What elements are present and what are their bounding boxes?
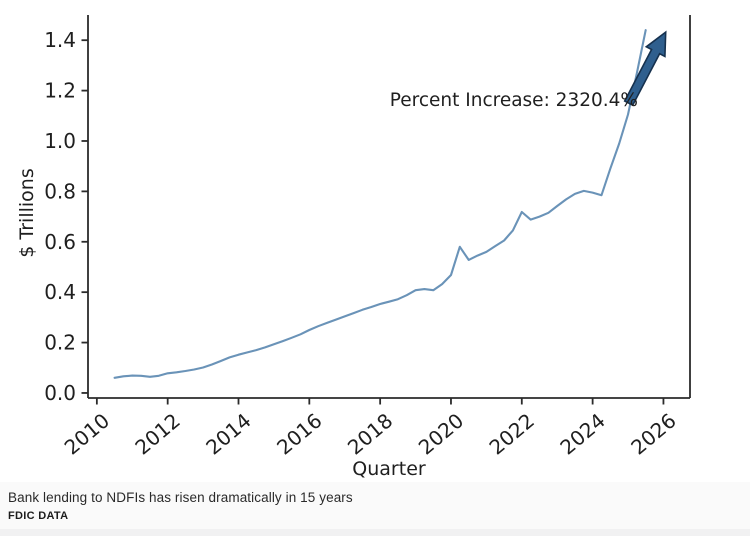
svg-text:2024: 2024 [555, 408, 609, 459]
y-axis-label: $ Trillions [16, 168, 38, 257]
svg-text:2010: 2010 [60, 408, 114, 459]
svg-text:0.2: 0.2 [44, 331, 76, 355]
svg-text:2016: 2016 [272, 408, 326, 459]
svg-text:2014: 2014 [201, 408, 255, 459]
chart-caption: Bank lending to NDFIs has risen dramatic… [8, 490, 353, 505]
svg-text:2026: 2026 [626, 408, 680, 459]
svg-text:0.0: 0.0 [44, 381, 76, 405]
svg-text:0.4: 0.4 [44, 280, 76, 304]
svg-text:1.0: 1.0 [44, 129, 76, 153]
trend-arrow-icon [623, 30, 667, 107]
svg-text:2018: 2018 [343, 408, 397, 459]
tick-marks [81, 39, 665, 405]
chart-source: FDIC DATA [8, 510, 69, 522]
svg-text:2022: 2022 [485, 408, 539, 459]
svg-text:2012: 2012 [130, 408, 184, 459]
page-bottom-strip [0, 529, 750, 536]
svg-text:0.6: 0.6 [44, 230, 76, 254]
data-line [113, 29, 647, 379]
annotation-text: Percent Increase: 2320.4% [390, 90, 638, 111]
svg-text:0.8: 0.8 [44, 179, 76, 203]
svg-text:1.4: 1.4 [44, 28, 76, 52]
chart-figure: 0.0 0.2 0.4 0.6 0.8 1.0 1.2 1.4 2010 2012 2014 2016… [16, 15, 691, 480]
line-chart: 0.0 0.2 0.4 0.6 0.8 1.0 1.2 1.4 2010 2012 2014 2016… [16, 15, 691, 480]
svg-text:1.2: 1.2 [44, 79, 76, 103]
x-axis-label: Quarter [352, 458, 426, 480]
svg-text:2020: 2020 [414, 408, 468, 459]
axes [87, 15, 691, 399]
